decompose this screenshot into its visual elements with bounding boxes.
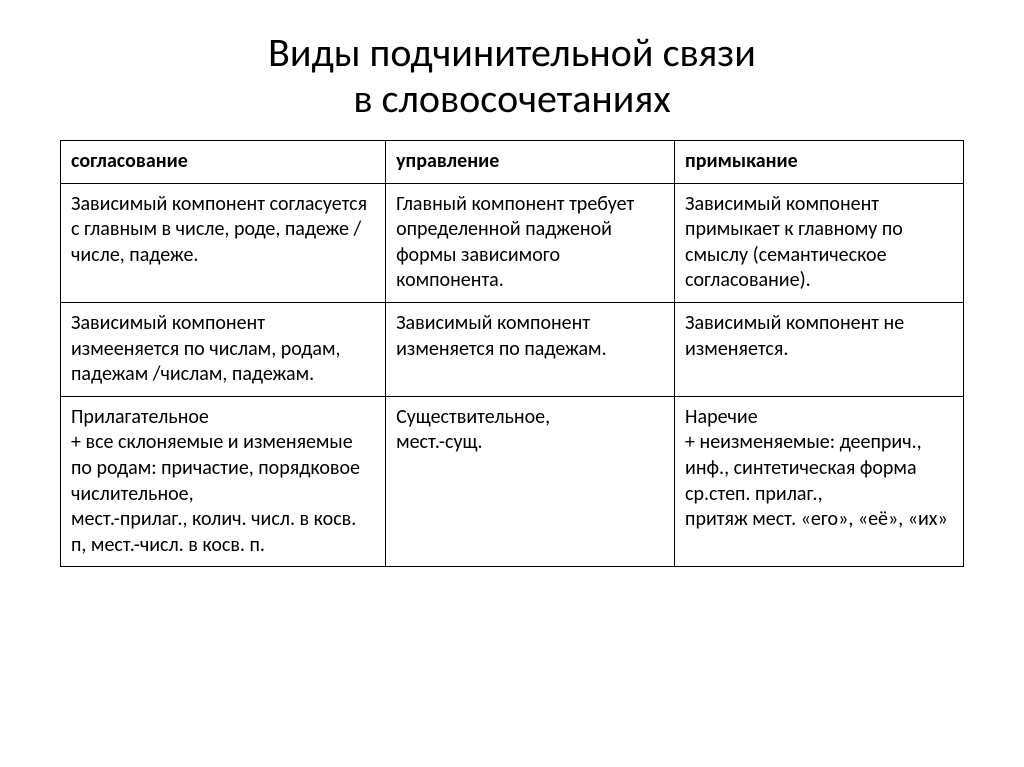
cell-2-0: Прилагательное+ все склоняемые и изменяе… (61, 396, 386, 567)
slide-title: Виды подчинительной связи в словосочетан… (60, 30, 964, 122)
title-line-2: в словосочетаниях (353, 74, 670, 123)
title-line-1: Виды подчинительной связи (268, 28, 756, 77)
cell-0-1: Главный компонент требует определенной п… (386, 183, 675, 302)
cell-2-1: Существительное,мест.-сущ. (386, 396, 675, 567)
cell-0-0: Зависимый компонент согласуется с главны… (61, 183, 386, 302)
cell-1-2: Зависимый компонент не изменяется. (675, 302, 964, 396)
col-header-1: управление (386, 141, 675, 184)
cell-1-0: Зависимый компонент измееняется по числа… (61, 302, 386, 396)
cell-2-2: Наречие+ неизменяемые: дееприч., инф., с… (675, 396, 964, 567)
table-row: Прилагательное+ все склоняемые и изменяе… (61, 396, 964, 567)
col-header-2: примыкание (675, 141, 964, 184)
cell-1-1: Зависимый компонент изменяется по падежа… (386, 302, 675, 396)
table-row: Зависимый компонент согласуется с главны… (61, 183, 964, 302)
col-header-0: согласование (61, 141, 386, 184)
cell-0-2: Зависимый компонент примыкает к главному… (675, 183, 964, 302)
table-row: Зависимый компонент измееняется по числа… (61, 302, 964, 396)
slide: Виды подчинительной связи в словосочетан… (0, 0, 1024, 767)
types-table: согласование управление примыкание Завис… (60, 140, 964, 567)
table-header-row: согласование управление примыкание (61, 141, 964, 184)
